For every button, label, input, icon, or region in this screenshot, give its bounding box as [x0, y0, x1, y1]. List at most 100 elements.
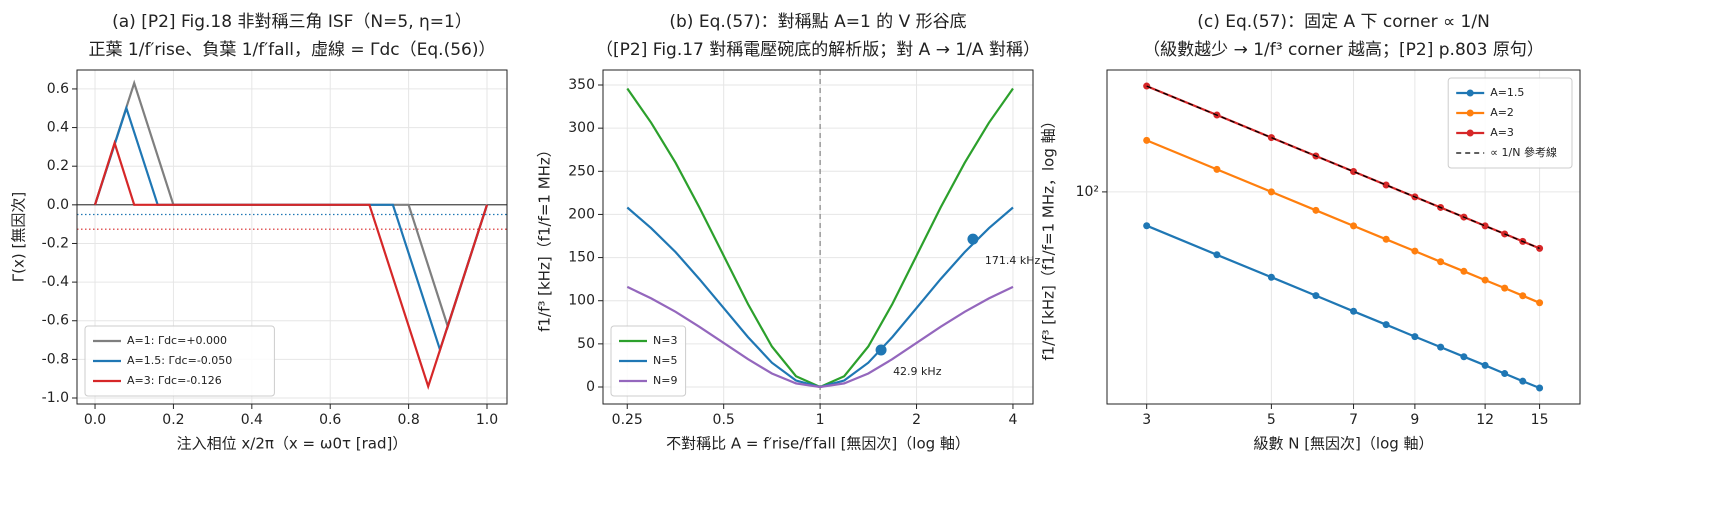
chart-title: 正葉 1/f′rise、負葉 1/f′fall，虛線 = Γdc（Eq.(56)…: [89, 40, 496, 60]
data-point: [1350, 222, 1358, 230]
legend-label: A=3: [1490, 126, 1514, 139]
point-annotation: 171.4 kHz: [985, 254, 1041, 267]
data-point: [1312, 292, 1320, 300]
legend-marker: [1466, 109, 1474, 117]
data-point: [1460, 267, 1468, 275]
x-tick-label: 3: [1142, 412, 1151, 428]
data-point: [1437, 258, 1445, 266]
legend-box: [610, 325, 687, 397]
legend-label: A=2: [1490, 106, 1514, 119]
plot-area: [77, 70, 507, 404]
data-point: [1143, 222, 1151, 230]
chart-title: (b) Eq.(57)：對稱點 A=1 的 V 形谷底: [669, 12, 966, 32]
y-tick-label: 0.0: [47, 197, 69, 213]
y-tick-label: 0.4: [47, 120, 69, 136]
y-axis-label: Γ(x) [無因次]: [10, 192, 28, 282]
x-tick-label: 0.25: [612, 412, 643, 428]
plot-area: [1107, 70, 1580, 404]
data-point: [1411, 333, 1419, 341]
y-tick-label: 0: [586, 379, 595, 395]
data-point: [1143, 82, 1151, 90]
y-tick-label: 10²: [1076, 184, 1099, 200]
plot-area: [603, 70, 1033, 404]
y-tick-label: -0.6: [42, 313, 69, 329]
data-point: [1267, 273, 1275, 281]
legend-label: N=3: [653, 334, 677, 347]
data-point: [1501, 284, 1509, 292]
data-point: [1501, 370, 1509, 378]
y-tick-label: 150: [568, 250, 595, 266]
highlight-point: [967, 233, 979, 245]
data-point: [1213, 251, 1221, 259]
series-line: [93, 139, 489, 390]
legend-label: A=1.5: [1490, 86, 1524, 99]
data-point: [1481, 222, 1489, 230]
y-tick-label: -0.2: [42, 235, 69, 251]
y-tick-label: -0.8: [42, 351, 69, 367]
y-tick-label: -0.4: [42, 274, 69, 290]
x-tick-label: 0.6: [319, 412, 341, 428]
y-tick-label: 0.2: [47, 158, 69, 174]
legend-label: A=1.5: Γdc=-0.050: [127, 354, 232, 367]
legend-label: N=9: [653, 374, 677, 387]
data-point: [1350, 168, 1358, 176]
legend-marker: [1466, 89, 1474, 97]
y-tick-label: -1.0: [42, 390, 69, 406]
chart-title: （[P2] Fig.17 對稱電壓碗底的解析版；對 A → 1/A 對稱）: [596, 40, 1040, 60]
x-tick-label: 1.0: [476, 412, 498, 428]
data-point: [1437, 343, 1445, 351]
x-axis-label: 不對稱比 A = f′rise/f′fall [無因次]（log 軸）: [666, 435, 970, 453]
y-tick-label: 300: [568, 120, 595, 136]
y-tick-label: 50: [577, 336, 595, 352]
legend-label: A=3: Γdc=-0.126: [127, 374, 222, 387]
x-tick-label: 0.0: [84, 412, 106, 428]
x-tick-label: 12: [1476, 412, 1494, 428]
axes-frame: [1106, 69, 1581, 405]
y-axis-label: f1/f³ [kHz]（f1/f=1 MHz）: [536, 142, 554, 332]
x-tick-label: 15: [1531, 412, 1549, 428]
legend-box: [84, 325, 275, 397]
chart-title: (a) [P2] Fig.18 非對稱三角 ISF（N=5, η=1）: [112, 12, 472, 32]
data-point: [1382, 321, 1390, 329]
x-tick-label: 1: [816, 412, 825, 428]
data-point: [1213, 165, 1221, 173]
chart-title: (c) Eq.(57)：固定 A 下 corner ∝ 1/N: [1197, 12, 1490, 32]
legend-label: N=5: [653, 354, 677, 367]
axes-frame: [602, 69, 1034, 405]
legend-box: [1447, 77, 1573, 169]
series-line: [1146, 85, 1540, 250]
axes-frame: [76, 69, 508, 405]
y-axis-label: f1/f³ [kHz]（f1/f=1 MHz，log 軸）: [1040, 113, 1058, 360]
data-point: [1382, 235, 1390, 243]
legend-label: ∝ 1/N 參考線: [1490, 145, 1557, 159]
x-tick-label: 0.4: [241, 412, 263, 428]
data-point: [1460, 353, 1468, 361]
point-annotation: 42.9 kHz: [893, 365, 942, 378]
y-tick-label: 100: [568, 293, 595, 309]
legend-label: A=1: Γdc=+0.000: [127, 334, 227, 347]
x-axis-label: 級數 N [無因次]（log 軸）: [1253, 435, 1433, 453]
x-axis-label: 注入相位 x/2π（x = ω0τ [rad]）: [177, 435, 408, 453]
y-tick-label: 350: [568, 77, 595, 93]
x-tick-label: 5: [1267, 412, 1276, 428]
y-tick-label: 0.6: [47, 81, 69, 97]
data-point: [1411, 247, 1419, 255]
x-tick-label: 0.5: [713, 412, 735, 428]
data-point: [1519, 292, 1527, 300]
data-point: [1536, 299, 1544, 307]
data-point: [1350, 307, 1358, 315]
x-tick-label: 4: [1008, 412, 1017, 428]
y-tick-label: 250: [568, 163, 595, 179]
legend-marker: [1466, 129, 1474, 137]
x-tick-label: 9: [1410, 412, 1419, 428]
data-point: [1481, 276, 1489, 284]
data-point: [1519, 377, 1527, 385]
data-point: [1312, 206, 1320, 214]
highlight-point: [875, 344, 887, 356]
data-point: [1481, 361, 1489, 369]
chart-title: （級數越少 → 1/f³ corner 越高；[P2] p.803 原句）: [1143, 40, 1544, 60]
x-tick-label: 7: [1349, 412, 1358, 428]
data-point: [1267, 134, 1275, 142]
data-point: [1267, 188, 1275, 196]
